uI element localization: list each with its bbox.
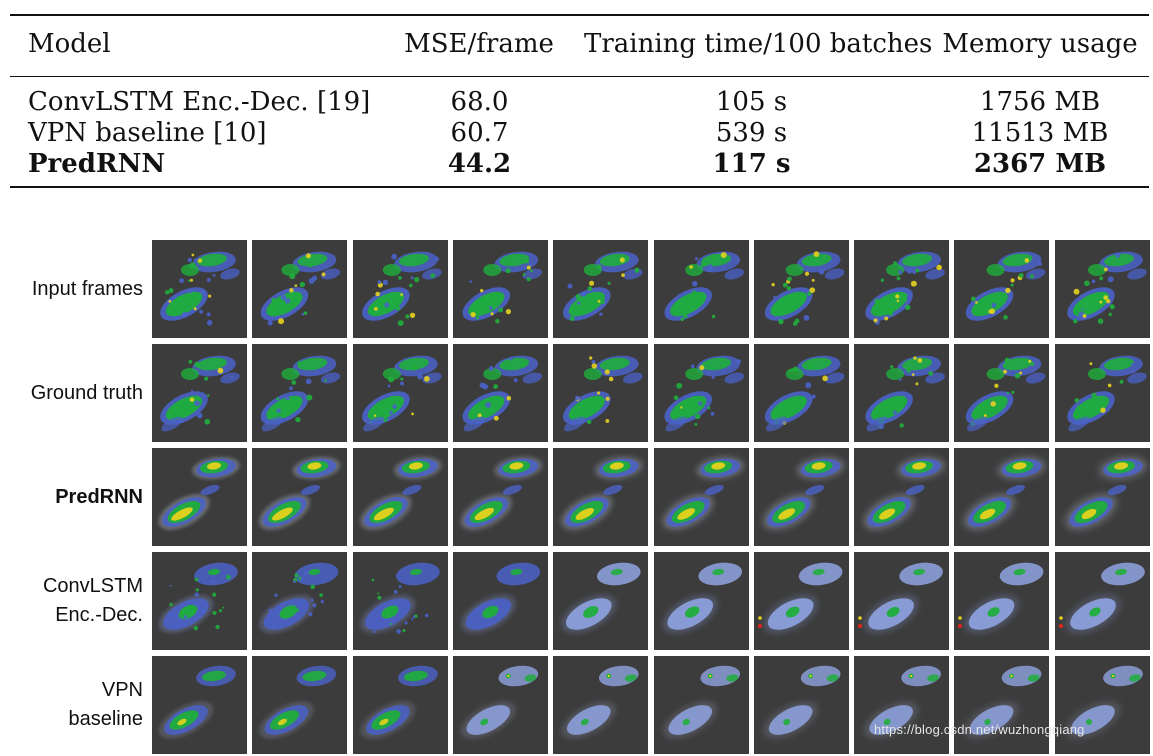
figure-row-convlstm: ConvLSTM Enc.-Dec. (0, 552, 1153, 650)
input-frames-frame (754, 240, 849, 338)
row-label: ConvLSTM Enc.-Dec. (0, 552, 143, 650)
vpn-frame (854, 656, 949, 754)
table-mid-rule (10, 76, 1149, 77)
input-frames-frame (854, 240, 949, 338)
ground-truth-frame (553, 344, 648, 442)
convlstm-frame (553, 552, 648, 650)
row-label-line: ConvLSTM (42, 575, 143, 597)
ground-truth-frame (754, 344, 849, 442)
vpn-frame (954, 656, 1049, 754)
input-frames-frame (553, 240, 648, 338)
convlstm-frame (453, 552, 548, 650)
convlstm-frame (1055, 552, 1150, 650)
predrnn-frame (152, 448, 247, 546)
row-label-line: Input frames (31, 277, 143, 300)
header-memory: Memory usage (942, 29, 1138, 59)
results-table: Model MSE/frame Training time/100 batche… (10, 14, 1149, 188)
predrnn-frame (1055, 448, 1150, 546)
input-frames-frame (1055, 240, 1150, 338)
row-label: Input frames (0, 240, 143, 338)
row-label-line: Enc.-Dec. (55, 604, 143, 626)
row-label: Ground truth (0, 344, 143, 442)
convlstm-frame (152, 552, 247, 650)
predrnn-frame (453, 448, 548, 546)
convlstm-frame (954, 552, 1049, 650)
row-label-line: baseline (68, 708, 143, 730)
table-row: ConvLSTM Enc.-Dec. [19] 68.0 105 s 1756 … (10, 87, 1149, 118)
predrnn-frame (353, 448, 448, 546)
convlstm-frame (353, 552, 448, 650)
figure-row-predrnn: PredRNN (0, 448, 1153, 546)
header-training-time: Training time/100 batches (584, 29, 933, 59)
figure-row-input-frames: Input frames (0, 240, 1153, 338)
cell-time: 539 s (715, 118, 788, 148)
ground-truth-frame (854, 344, 949, 442)
cell-time: 105 s (715, 87, 788, 117)
vpn-frame (252, 656, 347, 754)
row-label-line: PredRNN (55, 485, 143, 508)
predrnn-frame (754, 448, 849, 546)
row-label: VPN baseline (0, 656, 143, 754)
predrnn-frame (553, 448, 648, 546)
ground-truth-frame (453, 344, 548, 442)
predrnn-frame (252, 448, 347, 546)
cell-memory: 11513 MB (971, 118, 1109, 148)
ground-truth-frame (152, 344, 247, 442)
vpn-frame (453, 656, 548, 754)
watermark: https://blog.csdn.net/wuzhongqiang (874, 722, 1085, 737)
input-frames-frame (654, 240, 749, 338)
table-row: VPN baseline [10] 60.7 539 s 11513 MB (10, 118, 1149, 149)
cell-mse: 68.0 (450, 87, 509, 117)
table-row: PredRNN 44.2 117 s 2367 MB (10, 149, 1149, 180)
input-frames-frame (954, 240, 1049, 338)
table-top-rule (10, 14, 1149, 16)
convlstm-frame (854, 552, 949, 650)
predrnn-frame (954, 448, 1049, 546)
row-label: PredRNN (0, 448, 143, 546)
input-frames-frame (152, 240, 247, 338)
convlstm-frame (252, 552, 347, 650)
figure-row-vpn: VPN baseline (0, 656, 1153, 754)
input-frames-frame (353, 240, 448, 338)
vpn-frame (553, 656, 648, 754)
convlstm-frame (754, 552, 849, 650)
cell-time: 117 s (712, 149, 791, 179)
vpn-frame (1055, 656, 1150, 754)
cell-mse: 44.2 (447, 149, 512, 179)
cell-model: PredRNN (28, 149, 166, 179)
vpn-frame (353, 656, 448, 754)
input-frames-frame (252, 240, 347, 338)
predrnn-frame (854, 448, 949, 546)
cell-mse: 60.7 (450, 118, 509, 148)
radar-echo-figure: Input frames Ground truth PredRNN ConvLS… (0, 240, 1153, 756)
vpn-frame (152, 656, 247, 754)
ground-truth-frame (252, 344, 347, 442)
ground-truth-frame (1055, 344, 1150, 442)
table-bottom-rule (10, 186, 1149, 188)
cell-memory: 2367 MB (973, 149, 1107, 179)
header-model: Model (28, 29, 111, 59)
row-label-line: Ground truth (30, 381, 143, 404)
vpn-frame (654, 656, 749, 754)
figure-row-ground-truth: Ground truth (0, 344, 1153, 442)
cell-memory: 1756 MB (979, 87, 1101, 117)
ground-truth-frame (954, 344, 1049, 442)
ground-truth-frame (654, 344, 749, 442)
input-frames-frame (453, 240, 548, 338)
table-header-row: Model MSE/frame Training time/100 batche… (10, 16, 1149, 72)
predrnn-frame (654, 448, 749, 546)
cell-model: ConvLSTM Enc.-Dec. [19] (28, 87, 371, 117)
header-mse: MSE/frame (404, 29, 554, 59)
cell-model: VPN baseline [10] (28, 118, 267, 148)
ground-truth-frame (353, 344, 448, 442)
convlstm-frame (654, 552, 749, 650)
row-label-line: VPN (101, 679, 143, 701)
vpn-frame (754, 656, 849, 754)
